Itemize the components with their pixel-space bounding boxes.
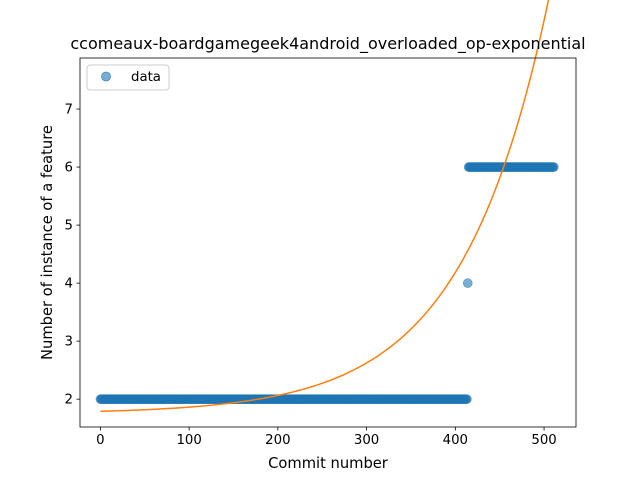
x-tick-label: 0 (96, 433, 104, 448)
fit-line (100, 0, 550, 413)
plot-area (80, 58, 576, 427)
x-tick-label: 200 (265, 433, 290, 448)
data-point (549, 162, 559, 172)
y-tick-label: 2 (65, 393, 73, 408)
x-tick-label: 500 (531, 433, 556, 448)
x-tick-label: 300 (354, 433, 379, 448)
x-axis: 0 100 200 300 400 500 (96, 427, 557, 448)
x-axis-label: Commit number (268, 455, 389, 472)
chart-title: ccomeaux-boardgamegeek4android_overloade… (70, 34, 585, 54)
y-tick-label: 3 (65, 335, 73, 350)
x-tick-label: 100 (176, 433, 201, 448)
y-axis-label: Number of instance of a feature (39, 125, 56, 360)
y-tick-label: 6 (65, 161, 73, 176)
legend-box (86, 64, 170, 91)
y-tick-label: 7 (65, 103, 73, 118)
y-axis: 2 3 4 5 6 7 (65, 103, 80, 408)
data-point (462, 278, 473, 288)
y-tick-label: 5 (65, 219, 73, 234)
legend-label-data: data (131, 70, 161, 85)
legend-marker-data (101, 71, 111, 82)
legend: data (86, 64, 170, 91)
data-layer (95, 0, 559, 413)
data-point (462, 394, 472, 404)
plot-frame (79, 57, 577, 428)
y-tick-label: 4 (65, 277, 73, 292)
x-tick-label: 400 (443, 433, 468, 448)
